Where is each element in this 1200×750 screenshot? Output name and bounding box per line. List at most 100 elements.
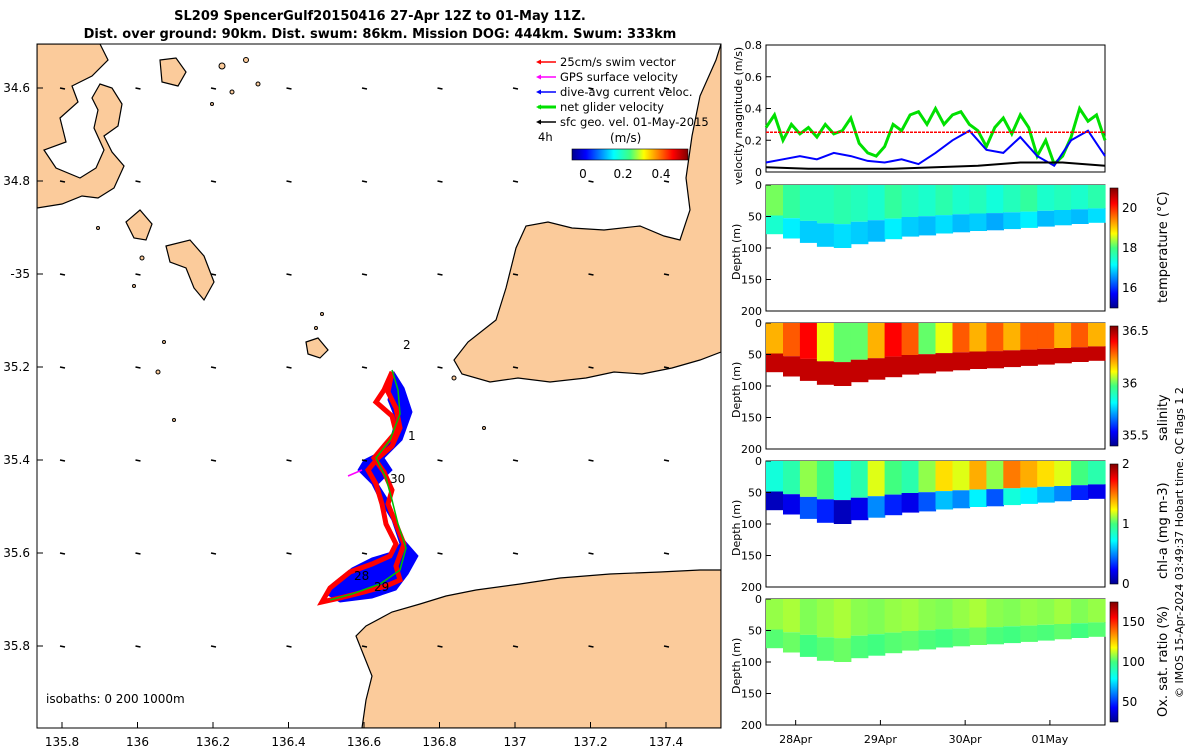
land-island-top (159, 57, 187, 87)
geo-arrow (135, 645, 141, 648)
geo-arrow (135, 459, 141, 462)
section-ytick-label: 150 (741, 550, 762, 563)
speed-colorbar-tick: 0.4 (651, 167, 670, 181)
chart-title-line2: Dist. over ground: 90km. Dist. swum: 86k… (83, 27, 677, 42)
section-colorbar-tick: 18 (1122, 241, 1137, 255)
geo-arrow (210, 645, 217, 648)
section-cell (884, 599, 903, 633)
section-cell (969, 461, 987, 490)
lon-tick-label: 136.4 (271, 735, 305, 749)
map-day-labels: 2 1 30 28 29 (354, 338, 416, 594)
geo-arrow (437, 87, 443, 90)
section-cell (783, 218, 801, 239)
section-cell (1037, 624, 1055, 641)
section-cell (901, 355, 920, 375)
speed-colorbar-unit: (m/s) (610, 131, 641, 145)
section-cell (816, 499, 835, 523)
legend-label: net glider velocity (560, 100, 664, 114)
geo-arrow (135, 552, 141, 555)
map-land-layer (37, 44, 721, 728)
section-cell (969, 351, 987, 369)
section-colorbar-tick: 2 (1122, 457, 1130, 471)
geo-arrow (437, 366, 443, 369)
section-cell (1037, 599, 1055, 625)
section-colorbar-tick: 36.5 (1122, 324, 1149, 338)
lon-tick-label: 137.4 (649, 735, 683, 749)
section-cell (783, 356, 801, 377)
section-cell (850, 599, 869, 636)
section-cell (799, 634, 818, 657)
section-cell (799, 496, 818, 519)
section-cell (1037, 323, 1055, 349)
geo-arrow (361, 459, 368, 462)
lat-tick-label: 35.6 (3, 546, 30, 560)
lat-tick-label: 35.4 (3, 453, 30, 467)
islets (96, 57, 486, 430)
section-cell (901, 461, 920, 493)
time-tick-label: 30Apr (949, 733, 983, 746)
section-cell (766, 215, 784, 235)
section-ylabel: Depth (m) (730, 500, 743, 556)
section-cell (1088, 208, 1106, 223)
section-cell (952, 461, 971, 491)
land-island-small (305, 337, 329, 359)
section-cell (986, 627, 1004, 645)
velocity-ylabel: velocity magnitude (m/s) (732, 47, 745, 185)
geo-arrow (59, 552, 66, 555)
section-ylabel: Depth (m) (730, 224, 743, 280)
section-cell (766, 599, 784, 630)
geo-arrow (59, 366, 66, 369)
section-ytick-label: 100 (741, 656, 762, 669)
section-cell (816, 599, 835, 638)
section-ytick-label: 200 (741, 443, 762, 456)
section-ytick-label: 0 (755, 317, 762, 330)
geo-arrow (437, 645, 443, 648)
section-cell (1071, 599, 1089, 624)
section-cell (884, 632, 903, 654)
section-cell (952, 628, 971, 647)
section-cell (935, 461, 954, 492)
lon-tick-label: 135.8 (45, 735, 79, 749)
section-colorbar (1109, 187, 1119, 309)
legend-label: dive-avg current veloc. (560, 85, 693, 99)
section-cell (935, 629, 954, 648)
section-cell (1003, 212, 1021, 230)
track-day-label: 30 (390, 472, 405, 486)
lat-tick-label: 35.8 (3, 639, 30, 653)
imos-side-note: © IMOS 15-Apr-2024 03:49:37 Hobart time.… (1173, 387, 1186, 698)
section-cell (867, 461, 886, 497)
geo-arrow (588, 87, 594, 90)
geo-arrow (512, 273, 519, 276)
section-cell (1020, 349, 1038, 366)
section-cell (1003, 461, 1021, 489)
section-colorbar-tick: 1 (1122, 517, 1130, 531)
land-island-group (125, 209, 153, 241)
legend-label: 25cm/s swim vector (560, 55, 676, 69)
section-cell (766, 491, 784, 511)
geo-arrow (361, 552, 368, 555)
section-cell (918, 599, 937, 631)
section-cell (766, 353, 784, 373)
section-cell (1054, 323, 1072, 348)
geo-arrow (361, 180, 368, 183)
section-panel-temperature: 0 50 100 150 200 Depth (m) 16 18 20 temperature (… (730, 179, 1171, 318)
track-day-label: 29 (374, 580, 389, 594)
section-cell (1071, 623, 1089, 638)
section-cell (986, 213, 1004, 231)
section-ytick-label: 0 (755, 455, 762, 468)
section-cell (969, 489, 987, 507)
geo-arrow (663, 366, 670, 369)
section-cell (1020, 487, 1038, 504)
section-cell (918, 630, 937, 650)
section-ytick-label: 0 (755, 179, 762, 192)
geo-arrow (135, 366, 141, 369)
section-ytick-label: 100 (741, 380, 762, 393)
section-colorbar-tick: 50 (1122, 695, 1137, 709)
section-cell (850, 323, 869, 360)
section-ytick-label: 50 (748, 625, 762, 638)
velocity-ytick-label: 0.4 (745, 103, 763, 116)
section-cell (884, 185, 903, 219)
map-panel: 135.8 136 136.2 136.4 136.6 136.8 137 137.2 137.… (3, 43, 722, 749)
